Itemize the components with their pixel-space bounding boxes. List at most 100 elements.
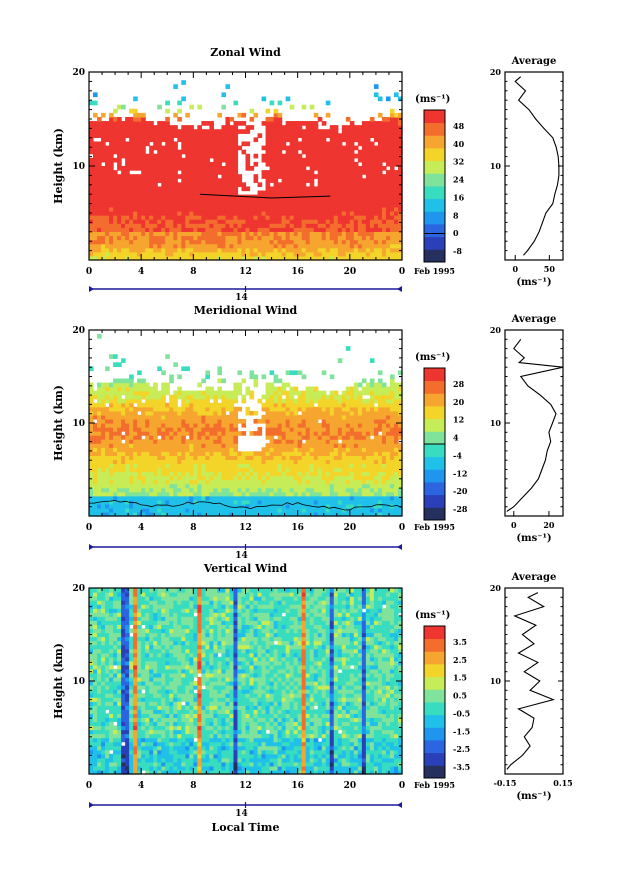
heatmap-cell bbox=[369, 443, 375, 448]
heatmap-cell bbox=[213, 170, 219, 175]
heatmap-cell bbox=[153, 198, 158, 204]
heatmap-cell bbox=[357, 431, 363, 436]
heatmap-cell bbox=[297, 206, 303, 212]
heatmap-cell bbox=[257, 427, 263, 432]
heatmap-cell bbox=[369, 479, 375, 485]
heatmap-cell bbox=[341, 435, 347, 440]
heatmap-cell bbox=[129, 427, 134, 432]
heatmap-cell bbox=[233, 215, 239, 220]
heatmap-cell bbox=[197, 427, 202, 432]
heatmap-cell bbox=[329, 414, 335, 420]
heatmap-cell bbox=[377, 202, 383, 208]
heatmap-cell bbox=[133, 475, 138, 481]
heatmap-cell bbox=[197, 439, 202, 444]
heatmap-cell bbox=[109, 149, 114, 155]
heatmap-cell bbox=[181, 206, 186, 212]
heatmap-cell bbox=[221, 390, 227, 396]
heatmap-cell bbox=[289, 394, 295, 400]
heatmap-cell bbox=[169, 378, 174, 384]
heatmap-cell bbox=[129, 137, 134, 143]
heatmap-cell bbox=[305, 491, 311, 497]
heatmap-cell bbox=[353, 198, 359, 204]
heatmap-cell bbox=[329, 157, 335, 163]
heatmap-cell bbox=[273, 467, 279, 473]
heatmap-cell bbox=[101, 202, 106, 208]
heatmap-cell bbox=[329, 435, 335, 440]
heatmap-cell bbox=[201, 443, 206, 448]
heatmap-cell bbox=[361, 125, 367, 130]
heatmap-cell bbox=[161, 231, 166, 237]
heatmap-cell bbox=[165, 145, 170, 151]
heatmap-cell bbox=[269, 386, 275, 392]
heatmap-cell bbox=[357, 511, 363, 517]
heatmap-cell bbox=[257, 251, 263, 257]
heatmap-cell bbox=[245, 511, 251, 517]
heatmap-cell bbox=[277, 141, 283, 147]
heatmap-cell bbox=[109, 161, 114, 167]
heatmap-cell bbox=[113, 463, 118, 469]
heatmap-cell bbox=[189, 467, 194, 473]
heatmap-cell bbox=[329, 406, 335, 412]
heatmap-cell bbox=[333, 418, 339, 424]
heatmap-cell bbox=[225, 84, 231, 89]
heatmap-cell bbox=[281, 251, 287, 257]
heatmap-cell bbox=[97, 210, 102, 216]
heatmap-cell bbox=[385, 223, 391, 228]
heatmap-cell bbox=[365, 121, 371, 126]
heatmap-cell bbox=[341, 455, 347, 460]
heatmap-cell bbox=[357, 418, 363, 424]
heatmap-cell bbox=[117, 125, 122, 130]
heatmap-cell bbox=[357, 463, 363, 469]
heatmap-cell bbox=[141, 406, 146, 412]
heatmap-cell bbox=[345, 491, 351, 497]
heatmap-cell bbox=[201, 503, 206, 509]
heatmap-cell bbox=[293, 125, 299, 130]
heatmap-cell bbox=[281, 153, 287, 159]
heatmap-cell bbox=[189, 157, 194, 163]
heatmap-cell bbox=[333, 447, 339, 452]
heatmap-cell bbox=[393, 170, 399, 175]
heatmap-cell bbox=[233, 479, 239, 485]
heatmap-cell bbox=[329, 243, 335, 249]
heatmap-cell bbox=[273, 390, 279, 396]
heatmap-cell bbox=[341, 439, 347, 444]
heatmap-cell bbox=[317, 133, 323, 138]
heatmap-cell bbox=[89, 190, 94, 196]
heatmap-cell bbox=[149, 386, 154, 392]
heatmap-cell bbox=[117, 149, 122, 155]
heatmap-cell bbox=[285, 390, 291, 396]
heatmap-cell bbox=[173, 223, 178, 228]
heatmap-cell bbox=[333, 406, 339, 412]
heatmap-cell bbox=[365, 431, 371, 436]
heatmap-cell bbox=[261, 447, 267, 452]
heatmap-cell bbox=[389, 190, 395, 196]
heatmap-cell bbox=[89, 382, 94, 388]
heatmap-cell bbox=[173, 251, 178, 257]
heatmap-cell bbox=[257, 227, 263, 232]
heatmap-cell bbox=[169, 423, 174, 428]
heatmap-cell bbox=[289, 487, 295, 493]
heatmap-cell bbox=[305, 198, 311, 204]
heatmap-cell bbox=[205, 202, 210, 208]
heatmap-cell bbox=[269, 427, 275, 432]
heatmap-cell bbox=[193, 166, 198, 171]
heatmap-cell bbox=[221, 190, 227, 196]
heatmap-cell bbox=[393, 161, 399, 167]
heatmap-cell bbox=[373, 495, 379, 501]
heatmap-cell bbox=[257, 511, 263, 517]
heatmap-cell bbox=[201, 398, 206, 404]
heatmap-cell bbox=[233, 487, 239, 493]
heatmap-cell bbox=[265, 467, 271, 473]
heatmap-cell bbox=[169, 243, 174, 249]
heatmap-cell bbox=[97, 170, 102, 175]
colorbar-tick-label: 16 bbox=[453, 192, 465, 202]
heatmap-cell bbox=[209, 235, 214, 241]
heatmap-cell bbox=[105, 133, 110, 138]
heatmap-cell bbox=[117, 439, 122, 444]
heatmap-cell bbox=[105, 223, 110, 228]
heatmap-cell bbox=[161, 423, 166, 428]
heatmap-cell bbox=[193, 231, 198, 237]
heatmap-cell bbox=[101, 145, 106, 151]
heatmap-cell bbox=[129, 475, 134, 481]
heatmap-cell bbox=[289, 186, 295, 192]
